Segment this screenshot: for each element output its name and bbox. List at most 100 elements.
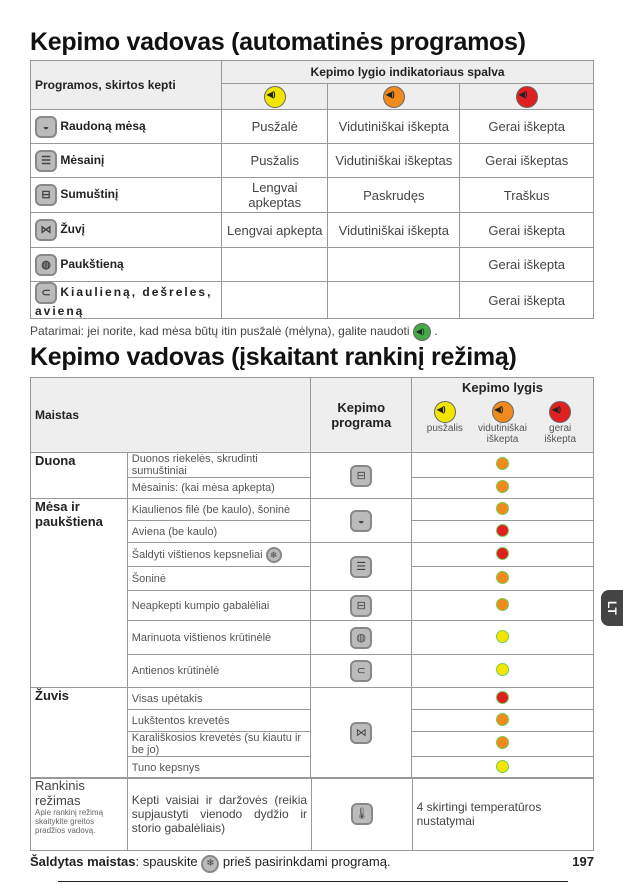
table-cell: ◒ bbox=[310, 498, 413, 543]
level-indicator-icon bbox=[491, 401, 514, 423]
col-program: Kepimo programa bbox=[310, 377, 413, 453]
food-row: Marinuota vištienos krūtinėlė ◍ bbox=[31, 620, 594, 655]
table-cell: Duonos riekelės, skrudinti sumuštiniai bbox=[126, 452, 312, 478]
table-cell bbox=[411, 566, 594, 591]
food-row: Tuno kepsnys bbox=[31, 756, 594, 779]
food-row: Mėsainis: (kai mėsa apkepta) bbox=[31, 477, 594, 499]
steak-icon: ◒ bbox=[350, 509, 373, 532]
table-cell bbox=[411, 452, 594, 478]
table-cell bbox=[30, 83, 594, 110]
snowflake-icon: ❄ bbox=[201, 855, 220, 873]
food-row: Neapkepti kumpio gabalėliai ⊟ bbox=[31, 590, 594, 621]
table-cell: Žuvis bbox=[30, 687, 128, 779]
sandwich-icon: ⊟ bbox=[35, 184, 57, 206]
table-cell: ⋈ Žuvį bbox=[29, 212, 223, 248]
table-cell bbox=[411, 520, 594, 543]
program-row: ⊟ Sumuštinį Lengvai apkeptas Paskrudęs Traš… bbox=[29, 177, 594, 213]
program-row: ◍ Paukštieną Gerai iškepta bbox=[29, 247, 594, 282]
thermometer-icon: 🌡 bbox=[350, 803, 373, 825]
table-cell: Gerai iškepta bbox=[459, 212, 594, 248]
language-tab: LT bbox=[601, 590, 623, 626]
table-cell: ⊟ Sumuštinį bbox=[29, 177, 223, 213]
table-cell: Kepimo lygispusžalisvidutiniškai iškepta… bbox=[411, 377, 594, 453]
level-dot bbox=[496, 480, 510, 493]
table-cell bbox=[411, 687, 594, 710]
table-cell: ⊂ bbox=[310, 654, 413, 688]
table-cell bbox=[411, 620, 594, 655]
tip: Patarimai: jei norite, kad mėsa būtų iti… bbox=[30, 323, 438, 341]
table-cell: Visas upėtakis bbox=[126, 687, 312, 710]
table-cell bbox=[221, 247, 329, 282]
table-cell: Traškus bbox=[459, 177, 594, 213]
table-cell: ◍ bbox=[310, 620, 413, 655]
page-number: 197 bbox=[572, 854, 594, 869]
table-cell bbox=[459, 83, 594, 110]
table-cell: Vidutiniškai iškepta bbox=[327, 109, 461, 144]
divider bbox=[58, 881, 568, 882]
table-cell: Aviena (be kaulo) bbox=[126, 520, 312, 543]
level-dot bbox=[496, 457, 510, 470]
level-indicator-icon bbox=[549, 401, 572, 423]
table-cell: Karališkosios krevetės (su kiautu ir be … bbox=[126, 731, 312, 757]
food-row: Lukštentos krevetės bbox=[31, 709, 594, 732]
level-dot bbox=[496, 629, 510, 643]
level-dot bbox=[496, 597, 510, 611]
table-cell: ⊂ Kiaulieną, dešreles, avieną bbox=[29, 281, 223, 319]
steak-icon: ◒ bbox=[35, 115, 57, 138]
col-food: Maistas bbox=[29, 377, 312, 453]
level-indicator-icon bbox=[382, 85, 405, 108]
food-row: Aviena (be kaulo) bbox=[31, 520, 594, 543]
table-cell: ◍ Paukštieną bbox=[29, 247, 223, 282]
table-cell: Neapkepti kumpio gabalėliai bbox=[126, 590, 312, 621]
level-indicator-icon bbox=[433, 401, 456, 423]
table-cell bbox=[411, 498, 594, 521]
table-cell: Paskrudęs bbox=[327, 177, 461, 213]
table-cell: Lengvai apkepta bbox=[221, 212, 329, 248]
program-row: ⋈ Žuvį Lengvai apkepta Vidutiniškai iškept… bbox=[29, 212, 594, 248]
poultry-icon: ◍ bbox=[35, 253, 57, 276]
table-cell: 4 skirtingi temperatūros nustatymai bbox=[411, 777, 595, 851]
table-cell bbox=[411, 477, 594, 499]
snowflake-icon: ❄ bbox=[265, 546, 282, 563]
table-cell bbox=[411, 731, 594, 757]
level-dot bbox=[496, 501, 510, 515]
table-cell: Programos, skirtos kepti Kepimo lygio ind… bbox=[29, 60, 594, 110]
level-dot bbox=[496, 663, 510, 676]
footer: Šaldytas maistas: spauskite ❄ prieš pasi… bbox=[30, 854, 594, 873]
table-cell: Lukštentos krevetės bbox=[126, 709, 312, 732]
table-cell: Lengvai apkeptas bbox=[221, 177, 329, 213]
table-cell: Tuno kepsnys bbox=[126, 756, 312, 779]
auto-programs-table: Programos, skirtos kepti Kepimo lygio ind… bbox=[29, 60, 594, 319]
table-cell: ⋈ bbox=[310, 687, 413, 779]
program-row: ⊂ Kiaulieną, dešreles, avieną Gerai iškep… bbox=[29, 281, 594, 319]
food-row: Antienos krūtinėlė ⊂ bbox=[31, 654, 594, 688]
manual-mode-table: Rankinis režimas Apie rankinį režimą skai… bbox=[30, 777, 595, 851]
title-manual-guide: Kepimo vadovas (įskaitant rankinį režimą… bbox=[30, 343, 517, 371]
food-row: Žuvis Visas upėtakis ⋈ bbox=[30, 687, 594, 779]
burger-icon: ☰ bbox=[350, 555, 373, 578]
sandwich-icon: ⊟ bbox=[350, 464, 373, 487]
table-cell bbox=[411, 709, 594, 732]
table-cell: Marinuota vištienos krūtinėlė bbox=[126, 620, 312, 655]
table-cell: Mėsa ir paukštiena bbox=[30, 498, 128, 688]
level-dot bbox=[496, 712, 510, 726]
table-cell bbox=[411, 542, 594, 567]
level-dot bbox=[496, 736, 510, 749]
title-auto-programs: Kepimo vadovas (automatinės programos) bbox=[30, 28, 526, 56]
level-dot bbox=[496, 523, 510, 537]
level-dot bbox=[496, 546, 510, 560]
table-cell: ⊟ bbox=[310, 452, 413, 499]
table-cell: Gerai iškepta bbox=[459, 247, 594, 282]
table-cell: ☰ bbox=[310, 542, 413, 591]
table-cell bbox=[327, 83, 461, 110]
table-cell: ◒ Raudoną mėsą bbox=[29, 109, 223, 144]
table-cell: Rankinis režimas Apie rankinį režimą skai… bbox=[30, 777, 595, 851]
table-cell: ☰ Mėsainį bbox=[29, 143, 223, 178]
table-cell: Pusžalė bbox=[221, 109, 329, 144]
col-level-color: Kepimo lygio indikatoriaus spalva bbox=[221, 60, 594, 84]
food-row: Mėsa ir paukštiena Kiaulienos filė (be ka… bbox=[30, 498, 594, 688]
table-cell: Antienos krūtinėlė bbox=[126, 654, 312, 688]
table-cell: Gerai iškepta bbox=[459, 281, 594, 319]
